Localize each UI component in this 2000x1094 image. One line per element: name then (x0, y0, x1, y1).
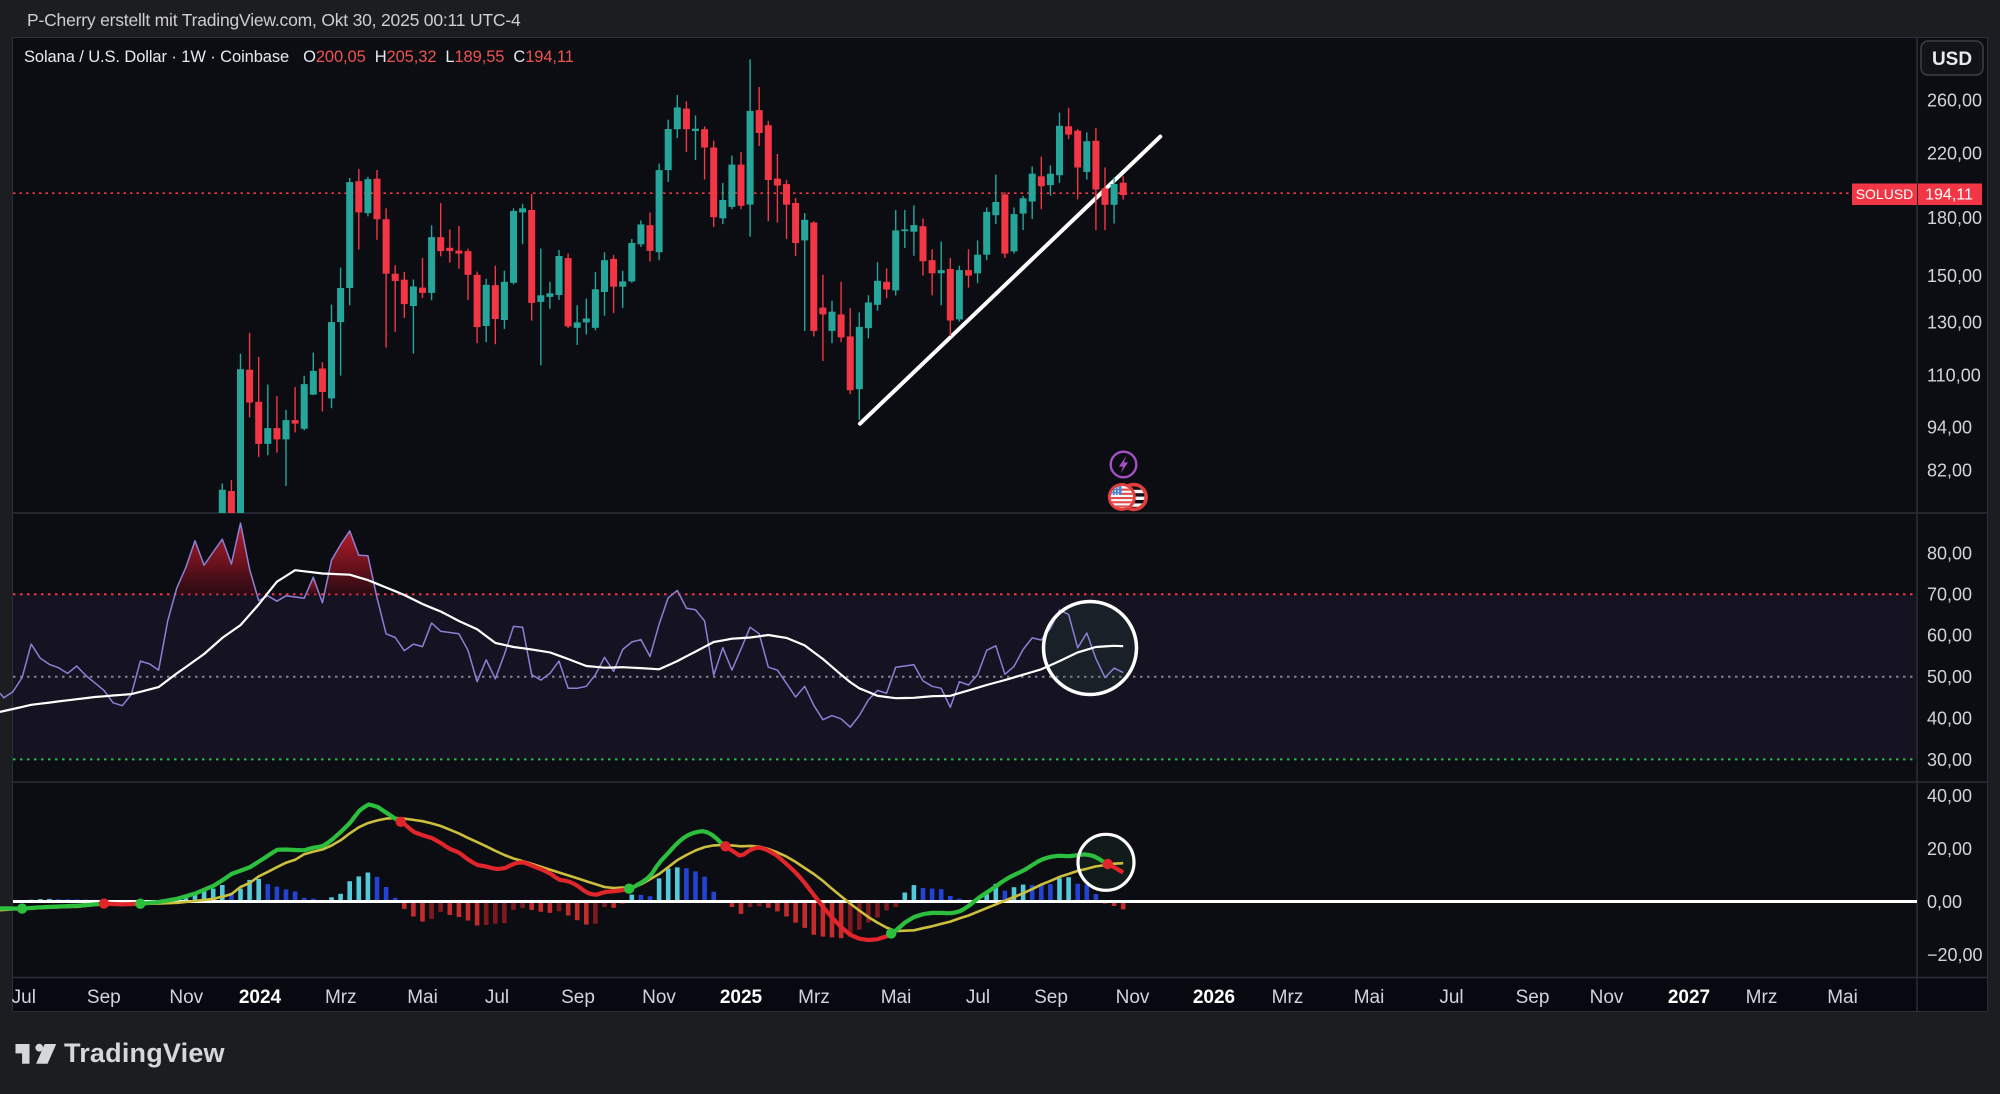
svg-text:Mrz: Mrz (798, 987, 830, 1008)
svg-text:Nov: Nov (642, 987, 676, 1008)
svg-text:2024: 2024 (239, 987, 282, 1008)
svg-text:2025: 2025 (720, 987, 763, 1008)
svg-text:Nov: Nov (1590, 987, 1624, 1008)
svg-text:Nov: Nov (1116, 987, 1150, 1008)
svg-text:Mrz: Mrz (325, 987, 357, 1008)
svg-text:Mai: Mai (407, 987, 438, 1008)
svg-text:70,00: 70,00 (1927, 585, 1972, 605)
svg-text:220,00: 220,00 (1927, 144, 1982, 164)
svg-text:40,00: 40,00 (1927, 786, 1972, 806)
svg-text:Sep: Sep (1516, 987, 1550, 1008)
svg-text:USD: USD (1932, 49, 1972, 70)
svg-text:94,00: 94,00 (1927, 418, 1972, 438)
svg-text:Mrz: Mrz (1272, 987, 1304, 1008)
svg-text:Mai: Mai (881, 987, 912, 1008)
svg-text:P-Cherry erstellt mit TradingV: P-Cherry erstellt mit TradingView.com, O… (27, 10, 521, 30)
svg-text:Mai: Mai (1827, 987, 1858, 1008)
svg-text:60,00: 60,00 (1927, 626, 1972, 646)
svg-text:80,00: 80,00 (1927, 544, 1972, 564)
svg-text:194,11: 194,11 (1925, 187, 1973, 204)
svg-text:−20,00: −20,00 (1927, 945, 1983, 965)
svg-text:260,00: 260,00 (1927, 91, 1982, 111)
svg-text:Jul: Jul (966, 987, 990, 1008)
svg-text:Solana / U.S. Dollar · 1W · Co: Solana / U.S. Dollar · 1W · Coinbase O200… (24, 48, 574, 66)
svg-text:Jul: Jul (485, 987, 509, 1008)
svg-text:20,00: 20,00 (1927, 839, 1972, 859)
svg-text:Nov: Nov (169, 987, 203, 1008)
svg-text:50,00: 50,00 (1927, 667, 1972, 687)
svg-text:Sep: Sep (87, 987, 121, 1008)
svg-text:30,00: 30,00 (1927, 750, 1972, 770)
svg-text:Mrz: Mrz (1746, 987, 1778, 1008)
svg-text:Jul: Jul (12, 987, 36, 1008)
svg-text:2027: 2027 (1668, 987, 1710, 1008)
svg-text:Mai: Mai (1354, 987, 1385, 1008)
svg-text:110,00: 110,00 (1927, 366, 1981, 386)
svg-text:Sep: Sep (1034, 987, 1068, 1008)
svg-text:180,00: 180,00 (1927, 208, 1982, 228)
svg-text:150,00: 150,00 (1927, 266, 1982, 286)
svg-text:40,00: 40,00 (1927, 708, 1972, 728)
svg-text:TradingView: TradingView (64, 1038, 226, 1068)
svg-text:Sep: Sep (561, 987, 595, 1008)
svg-text:82,00: 82,00 (1927, 461, 1972, 481)
svg-text:130,00: 130,00 (1927, 313, 1982, 333)
svg-text:Jul: Jul (1439, 987, 1463, 1008)
svg-text:0,00: 0,00 (1927, 892, 1962, 912)
svg-text:SOLUSD: SOLUSD (1856, 186, 1914, 202)
svg-text:2026: 2026 (1193, 987, 1235, 1008)
